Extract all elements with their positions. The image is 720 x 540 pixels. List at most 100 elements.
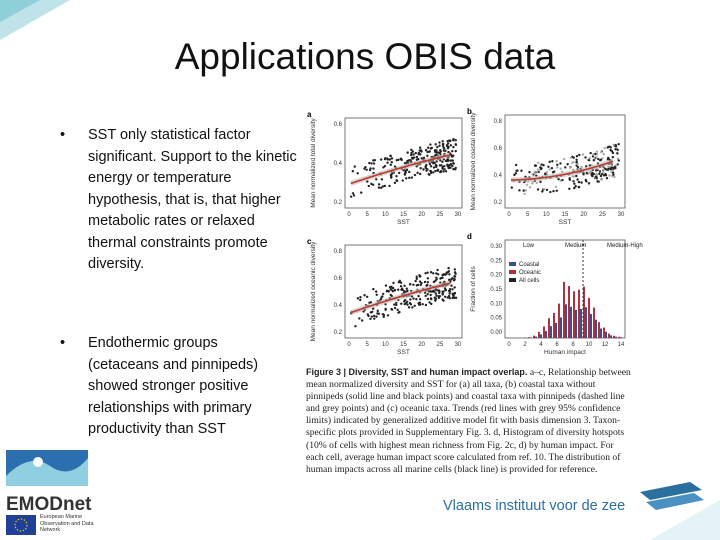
scatter-dot	[439, 150, 442, 153]
scatter-dot	[549, 190, 552, 194]
scatter-dot	[436, 169, 440, 172]
scatter-dot	[429, 297, 433, 300]
corner-decoration	[650, 500, 720, 540]
emodnet-wave	[6, 458, 88, 486]
legend-swatch	[509, 278, 516, 282]
scatter-dot	[390, 161, 393, 164]
scatter-dot	[556, 166, 559, 169]
plot-frame	[504, 114, 626, 209]
scatter-dot	[397, 311, 400, 314]
y-tick-label: 0.8	[494, 119, 503, 125]
emodnet-name: EMODnet	[6, 494, 92, 515]
scatter-dot	[443, 168, 446, 171]
scatter-dot	[613, 175, 616, 179]
scatter-dot	[568, 166, 572, 169]
hist-bar	[565, 304, 567, 338]
scatter-dot	[446, 143, 449, 147]
scatter-dot	[536, 168, 540, 171]
hist-bar	[568, 286, 570, 338]
scatter-dot	[384, 284, 388, 287]
x-tick-label: 15	[400, 212, 407, 218]
scatter-dot	[442, 147, 446, 150]
x-tick-label: 6	[555, 342, 559, 348]
scatter-dot	[609, 148, 612, 152]
scatter-dot	[399, 285, 403, 288]
scatter-dot	[588, 156, 591, 160]
scatter-dot	[556, 163, 559, 166]
scatter-dot	[396, 308, 399, 312]
scatter-dot	[598, 172, 601, 176]
hist-bar	[560, 317, 562, 338]
scatter-dot	[375, 178, 378, 181]
y-tick-label: 0.15	[490, 287, 502, 293]
scatter-dot	[419, 167, 422, 170]
scatter-dot	[441, 160, 444, 164]
scatter-dot	[573, 182, 576, 185]
scatter-dot	[391, 286, 395, 290]
scatter-dot	[595, 155, 598, 159]
scatter-dot	[592, 159, 596, 162]
scatter-dot	[447, 266, 450, 270]
scatter-dot	[395, 301, 398, 305]
scatter-dot	[592, 172, 595, 176]
scatter-dot	[359, 296, 362, 299]
scatter-dot	[426, 150, 429, 154]
legend-label: All cells	[519, 278, 539, 284]
trend-line	[510, 160, 614, 181]
y-tick-label: 0.4	[334, 303, 343, 309]
x-tick-label: 4	[539, 342, 543, 348]
vliz-logo	[640, 482, 702, 500]
hist-bar	[615, 336, 617, 338]
scatter-dot	[388, 184, 391, 188]
scatter-dot	[449, 159, 452, 162]
scatter-dot	[395, 159, 398, 162]
scatter-dot	[611, 156, 615, 159]
scatter-dot	[577, 185, 580, 189]
scatter-dot	[414, 279, 417, 283]
scatter-dot	[525, 183, 529, 186]
x-tick-label: 30	[618, 212, 625, 218]
scatter-dot	[396, 288, 400, 291]
bullet-text: SST only statistical factor significant.…	[88, 127, 297, 272]
x-tick-label: 0	[507, 342, 511, 348]
scatter-dot	[585, 172, 588, 175]
scatter-dot	[453, 286, 456, 289]
scatter-dot	[432, 171, 435, 174]
hist-bar	[573, 291, 575, 338]
scatter-dot	[351, 192, 355, 195]
scatter-dot	[363, 294, 366, 297]
scatter-dot	[419, 153, 422, 156]
scatter-dot	[523, 192, 526, 196]
y-tick-label: 0.6	[334, 122, 343, 128]
scatter-dot	[447, 278, 451, 282]
scatter-dot	[367, 184, 370, 188]
scatter-dot	[550, 166, 554, 170]
scatter-dot	[576, 178, 579, 181]
scatter-dot	[601, 157, 604, 160]
hist-bar	[575, 309, 577, 338]
scatter-dot	[452, 296, 455, 299]
scatter-dot	[376, 309, 379, 313]
scatter-dot	[572, 156, 575, 159]
y-tick-label: 0.30	[490, 244, 502, 250]
scatter-dot	[428, 162, 432, 166]
scatter-dot	[520, 169, 523, 172]
hist-bar	[603, 327, 605, 338]
scatter-dot	[352, 194, 356, 197]
scatter-dot	[536, 188, 540, 191]
scatter-dot	[548, 168, 551, 171]
scatter-dot	[444, 159, 448, 163]
scatter-dot	[451, 149, 454, 153]
scatter-dot	[610, 164, 614, 167]
plot-frame	[344, 244, 463, 339]
scatter-dot	[392, 281, 395, 285]
scatter-dot	[531, 181, 534, 184]
hist-bar	[555, 322, 557, 338]
zone-label: Low	[523, 243, 535, 249]
scatter-dot	[533, 171, 536, 174]
scatter-dot	[389, 154, 392, 158]
scatter-dot	[432, 166, 436, 169]
scatter-dot	[359, 298, 362, 302]
zone-label: Medium	[565, 243, 586, 249]
scatter-dot	[408, 176, 411, 180]
